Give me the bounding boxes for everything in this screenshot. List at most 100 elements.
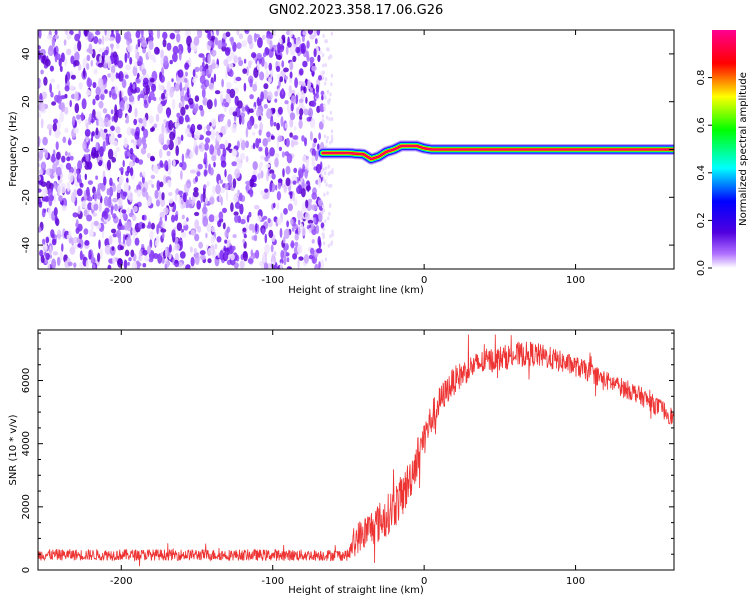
noise-blob	[231, 245, 236, 251]
noise-blob	[222, 222, 226, 230]
noise-blob	[77, 40, 82, 52]
noise-blob	[69, 85, 75, 90]
noise-blob	[169, 87, 175, 98]
noise-blob	[169, 59, 173, 65]
noise-blob	[95, 111, 102, 120]
noise-blob	[211, 118, 217, 127]
noise-blob	[205, 130, 212, 136]
noise-blob	[190, 126, 193, 134]
noise-blob	[298, 256, 304, 261]
noise-blob	[309, 131, 313, 141]
noise-blob	[56, 83, 60, 90]
noise-blob	[252, 223, 255, 234]
noise-blob	[172, 98, 176, 110]
noise-blob	[294, 77, 298, 89]
noise-blob	[266, 131, 271, 138]
noise-blob	[318, 261, 321, 269]
noise-blob	[132, 214, 137, 222]
noise-blob	[194, 130, 201, 140]
noise-blob	[154, 46, 160, 55]
noise-blob	[118, 71, 124, 82]
noise-blob	[301, 188, 306, 198]
noise-blob	[207, 258, 212, 264]
noise-blob	[211, 226, 216, 233]
noise-blob	[178, 190, 184, 195]
noise-blob	[206, 223, 212, 233]
noise-blob	[128, 161, 134, 168]
noise-blob	[256, 52, 263, 60]
noise-blob	[40, 181, 47, 187]
noise-blob	[146, 224, 152, 229]
noise-blob	[222, 251, 229, 262]
noise-blob	[172, 159, 176, 167]
noise-blob	[90, 137, 94, 142]
noise-blob	[303, 108, 309, 116]
noise-blob	[266, 91, 273, 101]
noise-blob	[253, 106, 256, 112]
noise-blob	[180, 134, 184, 141]
noise-blob	[230, 202, 234, 213]
colorbar-tick-label: 0.8	[696, 70, 707, 86]
noise-blob	[268, 229, 274, 239]
noise-blob	[110, 65, 116, 75]
noise-blob	[92, 263, 96, 269]
noise-blob	[38, 162, 41, 168]
noise-blob	[305, 199, 309, 209]
noise-blob	[220, 196, 223, 206]
noise-blob	[290, 240, 295, 249]
snr-line	[38, 334, 674, 567]
noise-blob	[159, 160, 163, 168]
noise-blob	[169, 131, 176, 141]
noise-blob	[271, 173, 276, 180]
figure-title: GN02.2023.358.17.06.G26	[269, 3, 444, 18]
noise-blob	[138, 250, 142, 261]
noise-blob	[233, 55, 238, 64]
noise-blob	[307, 79, 311, 90]
noise-blob	[308, 107, 313, 118]
noise-blob	[252, 170, 258, 175]
noise-blob	[84, 240, 90, 246]
noise-blob	[93, 36, 99, 44]
noise-blob	[149, 230, 154, 240]
noise-blob	[50, 78, 56, 84]
noise-blob	[136, 184, 142, 191]
noise-blob	[311, 72, 315, 77]
noise-blob	[168, 120, 174, 131]
noise-blob	[111, 246, 115, 251]
spectrogram-noise	[38, 30, 334, 269]
noise-blob	[157, 103, 163, 114]
noise-blob	[146, 201, 151, 207]
noise-blob	[73, 60, 80, 67]
noise-blob	[49, 168, 53, 174]
noise-blob	[132, 65, 138, 77]
noise-blob	[135, 262, 142, 267]
peak-track-band	[322, 145, 674, 160]
y-tick-label: 4000	[21, 431, 32, 456]
noise-blob	[282, 168, 285, 178]
noise-blob	[57, 229, 62, 240]
noise-blob	[125, 236, 132, 247]
noise-blob	[202, 97, 208, 106]
noise-blob	[286, 153, 293, 164]
noise-blob	[164, 160, 169, 171]
noise-blob	[105, 135, 109, 147]
noise-blob	[301, 135, 305, 142]
noise-blob	[326, 89, 330, 94]
noise-blob	[207, 64, 213, 75]
noise-blob	[231, 123, 237, 134]
noise-blob	[143, 77, 149, 85]
noise-blob	[82, 140, 87, 151]
noise-blob	[306, 40, 310, 49]
noise-blob	[320, 222, 325, 229]
noise-blob	[86, 122, 89, 131]
noise-blob	[103, 211, 109, 220]
noise-blob	[228, 62, 234, 69]
noise-blob	[47, 51, 53, 55]
noise-blob	[93, 220, 99, 226]
noise-blob	[262, 215, 268, 220]
noise-blob	[194, 66, 200, 72]
noise-blob	[135, 52, 140, 60]
noise-blob	[44, 58, 51, 67]
noise-blob	[52, 162, 58, 173]
